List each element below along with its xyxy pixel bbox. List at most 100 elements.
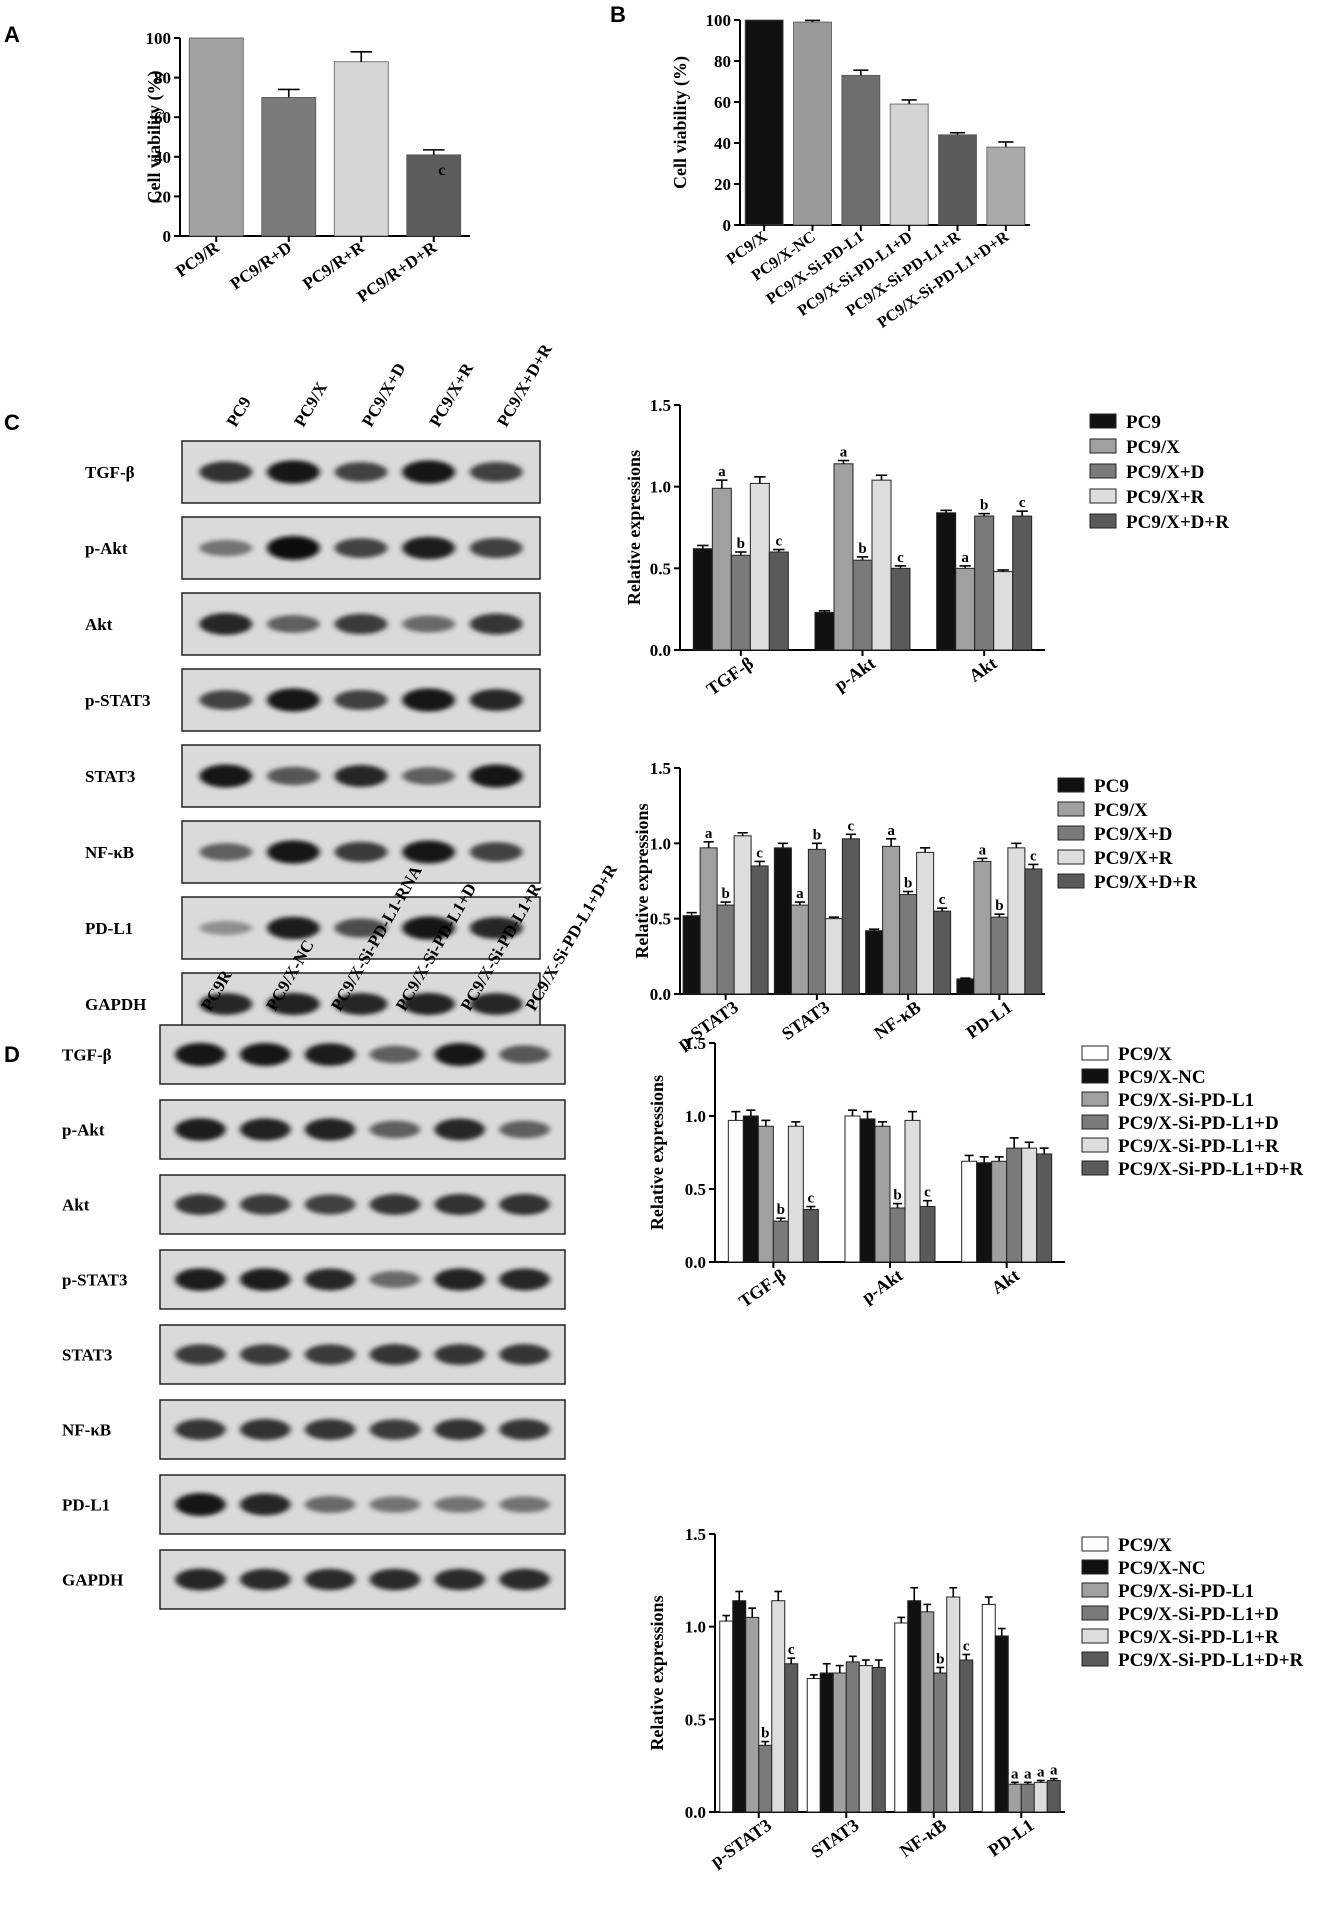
chart-C2-bar [733, 835, 752, 995]
chart-D1-ytick-label: 0.0 [685, 1253, 706, 1272]
chart-C2-ytick-label: 0.5 [650, 910, 671, 929]
chart-C1-category-label: Akt [965, 653, 1000, 686]
blot-C-band [402, 916, 455, 940]
chart-D1-legend-swatch [1081, 1091, 1109, 1107]
blot-D-band [239, 1344, 291, 1365]
chart-C1-bar [974, 515, 995, 651]
chart-A-bar [333, 61, 389, 237]
blot-C-band [469, 842, 523, 862]
chart-D2-legend-swatch [1081, 1582, 1109, 1598]
chart-C2-legend-label: PC9/X [1094, 800, 1148, 821]
blot-D-band [434, 1268, 486, 1291]
chart-D2-legend-swatch [1081, 1536, 1109, 1552]
chart-C1-annotation: b [858, 541, 866, 557]
chart-D1-bar [844, 1115, 861, 1263]
chart-D1-category-label: TGF-β [735, 1265, 789, 1311]
chart-C2-legend-swatch [1057, 825, 1085, 841]
chart-C2-legend-label: PC9/X+D+R [1094, 872, 1197, 893]
chart-C2-bar [1007, 847, 1026, 995]
chart-C1-bar [833, 463, 854, 651]
chart-D1-annotation: b [893, 1188, 901, 1204]
chart-D2-bar [806, 1678, 821, 1813]
chart-C2-bar [841, 838, 860, 995]
chart-C1-bar [890, 567, 911, 651]
blot-C-row-label: p-STAT3 [85, 691, 151, 710]
chart-C2-bar [790, 904, 809, 995]
chart-C1-annotation: a [961, 550, 969, 566]
blot-D-band [239, 1493, 291, 1516]
blot-D-row-label: GAPDH [62, 1571, 123, 1590]
blot-D-band [434, 1043, 486, 1066]
chart-C2-legend-swatch [1057, 873, 1085, 889]
panel-label-D: D [4, 1042, 20, 1067]
chart-d2-relative-expressions: 0.0 0.5 1.0 1.5 Relative expressions b c p-STAT… [647, 1525, 1304, 1871]
blot-D-membrane [159, 1324, 566, 1385]
blot-C-lane-label: PC9 [223, 394, 255, 430]
chart-D2-category-label: p-STAT3 [707, 1815, 775, 1871]
blot-D-band [175, 1419, 226, 1440]
blot-D-band [175, 1344, 226, 1365]
chart-D2-bar [871, 1666, 886, 1813]
blot-D-band [369, 1344, 421, 1365]
chart-D2-legend-swatch [1081, 1605, 1109, 1621]
chart-C2-legend-swatch [1057, 849, 1085, 865]
chart-D2-annotation: b [936, 1651, 944, 1667]
blot-D-band [369, 1045, 421, 1064]
blot-C-lane-label: PC9/X+D+R [493, 340, 556, 430]
blot-D-membrane [159, 1474, 566, 1535]
chart-C1-bar [993, 571, 1014, 651]
chart-B-bar [793, 21, 832, 226]
blot-C-band [267, 460, 320, 484]
chart-A-ytick-label: 20 [154, 187, 171, 206]
chart-C2-ytick-label: 1.0 [650, 834, 671, 853]
chart-D2-ytick-label: 0.0 [685, 1803, 706, 1822]
blot-D-band [499, 1268, 550, 1291]
chart-D1-category-label: p-Akt [858, 1265, 906, 1307]
chart-A-category-label: PC9/R+D [227, 238, 295, 294]
blot-C-band [469, 689, 523, 711]
chart-C1-legend-swatch [1089, 513, 1117, 529]
chart-C1-bar [768, 551, 789, 651]
chart-D2-bar [745, 1616, 760, 1813]
chart-C2-annotation: a [705, 826, 713, 842]
chart-d1-relative-expressions: 0.0 0.5 1.0 1.5 Relative expressions b c TGF-β b… [647, 1034, 1304, 1311]
blot-C-band [469, 764, 523, 788]
blot-C-band [267, 840, 320, 864]
chart-C1-ytick-label: 1.5 [650, 396, 671, 415]
blot-D-band [499, 1496, 550, 1513]
chart-D2-annotation: a [1024, 1766, 1032, 1782]
blot-D-band [239, 1418, 291, 1441]
chart-D1-bar [742, 1115, 759, 1263]
chart-C1-annotation: a [840, 445, 848, 461]
chart-B-ytick-label: 20 [714, 175, 731, 194]
chart-D2-bar [1020, 1783, 1035, 1813]
chart-B-y-axis-label: Cell viability (%) [670, 56, 691, 189]
chart-D2-annotation: a [1037, 1764, 1045, 1780]
blot-D-band [175, 1493, 226, 1516]
blot-C-lane-label: PC9/X [290, 378, 331, 430]
chart-B-ytick-label: 60 [714, 93, 731, 112]
chart-C2-ytick-label: 1.5 [650, 759, 671, 778]
blot-D-band [369, 1496, 421, 1513]
chart-D1-legend-swatch [1081, 1068, 1109, 1084]
blot-C-row-label: Akt [85, 615, 113, 634]
blot-C-row-label: GAPDH [85, 995, 146, 1014]
chart-C1-legend-label: PC9/X [1126, 437, 1180, 458]
blot-D-band [369, 1271, 421, 1288]
chart-D2-category-label: NF-κB [896, 1815, 950, 1861]
blot-C-band [267, 615, 320, 633]
chart-A-bar [188, 37, 244, 237]
chart-B-ytick-label: 100 [706, 11, 732, 30]
blot-D-band [239, 1194, 291, 1215]
chart-D1-annotation: b [777, 1202, 785, 1218]
blot-C-band [199, 920, 253, 936]
chart-C1-y-axis-label: Relative expressions [624, 450, 644, 605]
chart-C2-annotation: b [995, 898, 1003, 914]
chart-D2-bar [933, 1672, 948, 1813]
chart-C2-bar [682, 915, 701, 995]
chart-D1-bar [904, 1119, 921, 1263]
chart-D2-bar [894, 1622, 909, 1813]
chart-D2-bar [1033, 1781, 1048, 1813]
blot-D-band [175, 1568, 226, 1591]
blot-D-row-label: p-Akt [62, 1121, 105, 1140]
